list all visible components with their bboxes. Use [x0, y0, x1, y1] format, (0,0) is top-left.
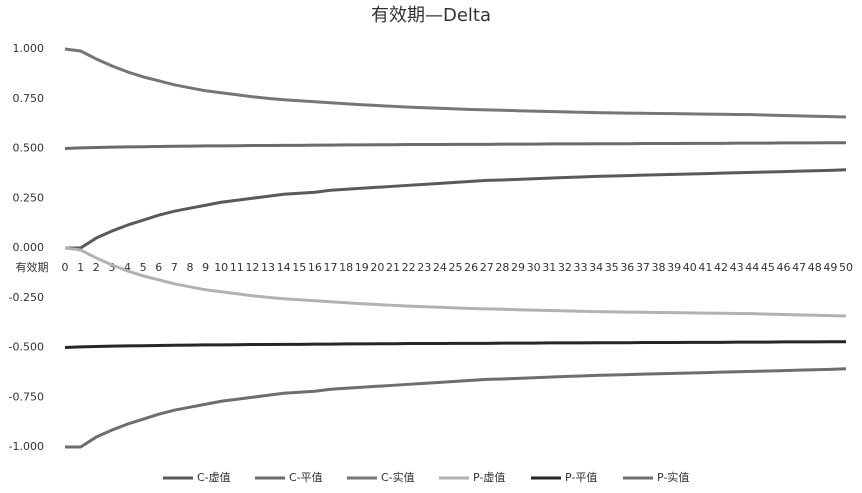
x-tick-label: 48	[808, 261, 822, 274]
x-tick-label: 33	[573, 261, 587, 274]
x-tick-label: 35	[605, 261, 619, 274]
x-tick-label: 41	[698, 261, 712, 274]
series-line	[64, 340, 846, 349]
x-tick-label: 6	[155, 261, 162, 274]
x-tick-label: 29	[511, 261, 525, 274]
x-tick-label: 12	[245, 261, 259, 274]
x-tick-label: 20	[370, 261, 384, 274]
x-tick-label: 19	[355, 261, 369, 274]
x-tick-label: 13	[261, 261, 275, 274]
y-tick-label: -0.500	[9, 341, 44, 354]
x-tick-label: 25	[449, 261, 463, 274]
legend-label: C-虚值	[197, 471, 231, 484]
legend-label: C-平值	[289, 471, 323, 484]
x-tick-label: 39	[667, 261, 681, 274]
x-tick-label: 17	[324, 261, 338, 274]
x-tick-label: 16	[308, 261, 322, 274]
x-tick-label: 22	[402, 261, 416, 274]
x-tick-label: 31	[542, 261, 556, 274]
x-tick-label: 18	[339, 261, 353, 274]
x-tick-label: 38	[652, 261, 666, 274]
y-tick-label: -1.000	[9, 440, 44, 453]
x-tick-label: 8	[186, 261, 193, 274]
y-tick-label: 0.750	[13, 92, 45, 105]
x-tick-label: 37	[636, 261, 650, 274]
x-tick-label: 21	[386, 261, 400, 274]
x-tick-label: 24	[433, 261, 447, 274]
x-tick-label: 7	[171, 261, 178, 274]
x-tick-label: 49	[823, 261, 837, 274]
x-tick-label: 40	[683, 261, 697, 274]
series-line	[64, 246, 847, 318]
x-tick-label: 23	[417, 261, 431, 274]
x-tick-label: 1	[77, 261, 84, 274]
x-tick-label: 26	[464, 261, 478, 274]
x-axis-label: 有效期	[16, 260, 49, 274]
x-tick-label: 5	[140, 261, 147, 274]
series-line	[64, 141, 846, 150]
y-tick-label: -0.250	[9, 291, 44, 304]
x-tick-label: 3	[108, 261, 115, 274]
x-tick-label: 42	[714, 261, 728, 274]
chart-title: 有效期—Delta	[371, 5, 491, 26]
x-tick-label: 50	[839, 261, 853, 274]
x-tick-label: 28	[495, 261, 509, 274]
legend-label: P-虚值	[473, 471, 505, 484]
series-line	[64, 47, 847, 119]
x-tick-label: 34	[589, 261, 603, 274]
legend-label: P-实值	[657, 470, 689, 484]
y-tick-label: 0.250	[13, 191, 45, 204]
x-tick-label: 9	[202, 261, 209, 274]
x-tick-label: 0	[62, 261, 69, 274]
x-tick-label: 47	[792, 261, 806, 274]
y-tick-label: -0.750	[9, 390, 44, 403]
series-line	[65, 367, 847, 449]
x-tick-label: 46	[777, 261, 791, 274]
series-line	[65, 168, 847, 250]
x-tick-label: 43	[730, 261, 744, 274]
x-tick-label: 10	[214, 261, 228, 274]
y-tick-label: 0.500	[13, 142, 45, 155]
x-tick-label: 11	[230, 261, 244, 274]
x-tick-label: 32	[558, 261, 572, 274]
x-tick-label: 45	[761, 261, 775, 274]
legend-label: C-实值	[381, 470, 415, 484]
legend-label: P-平值	[565, 471, 597, 484]
x-tick-label: 27	[480, 261, 494, 274]
x-tick-label: 2	[93, 261, 100, 274]
y-tick-label: 1.000	[13, 42, 45, 55]
x-tick-label: 15	[292, 261, 306, 274]
x-tick-label: 30	[527, 261, 541, 274]
x-tick-label: 36	[620, 261, 634, 274]
x-tick-label: 44	[745, 261, 759, 274]
y-tick-label: 0.000	[13, 241, 45, 254]
x-tick-label: 4	[124, 261, 131, 274]
x-tick-label: 14	[277, 261, 291, 274]
